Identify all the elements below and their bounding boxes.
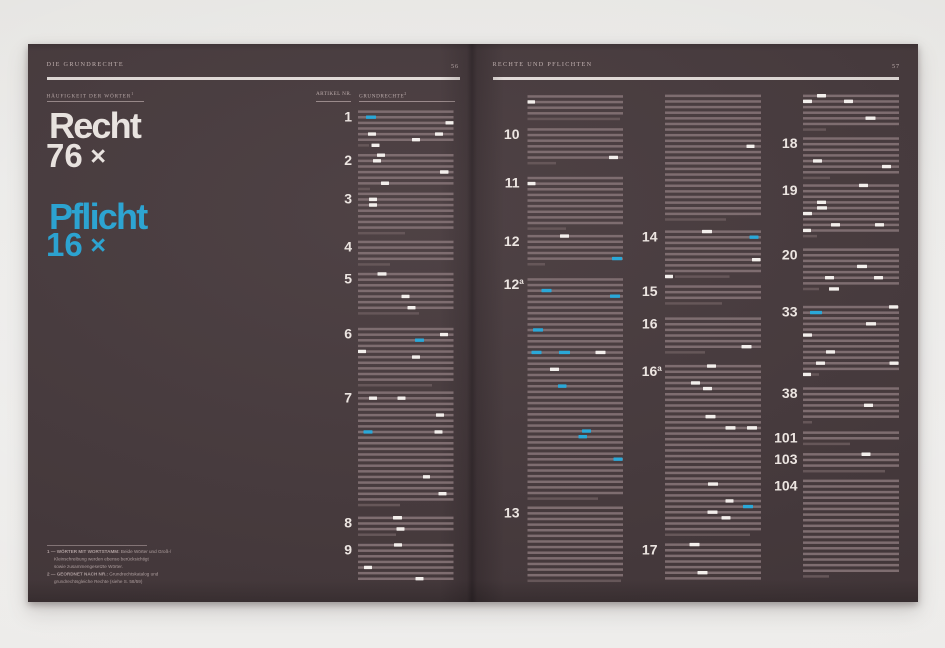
svg-text:103: 103 (774, 451, 798, 467)
svg-text:5: 5 (344, 271, 352, 287)
svg-text:38: 38 (782, 385, 798, 401)
svg-text:104: 104 (774, 478, 798, 494)
svg-text:4: 4 (344, 239, 352, 255)
svg-text:19: 19 (782, 182, 798, 198)
svg-text:16a: 16a (642, 363, 663, 379)
svg-text:10: 10 (504, 126, 520, 142)
svg-text:33: 33 (782, 304, 798, 320)
svg-text:2: 2 (344, 152, 352, 168)
svg-text:8: 8 (344, 515, 352, 531)
svg-text:12: 12 (504, 233, 520, 249)
svg-text:9: 9 (344, 542, 352, 558)
svg-text:15: 15 (642, 283, 658, 299)
svg-text:17: 17 (642, 541, 658, 557)
svg-text:3: 3 (344, 191, 352, 207)
svg-text:14: 14 (642, 228, 658, 244)
svg-text:1: 1 (344, 108, 352, 124)
svg-text:11: 11 (505, 175, 520, 191)
svg-text:101: 101 (774, 429, 798, 445)
svg-text:20: 20 (782, 246, 798, 262)
svg-text:7: 7 (344, 389, 352, 405)
svg-text:16: 16 (642, 315, 658, 331)
svg-text:12a: 12a (504, 276, 525, 292)
svg-text:13: 13 (504, 504, 520, 520)
svg-text:6: 6 (344, 326, 352, 342)
svg-text:18: 18 (782, 135, 798, 151)
